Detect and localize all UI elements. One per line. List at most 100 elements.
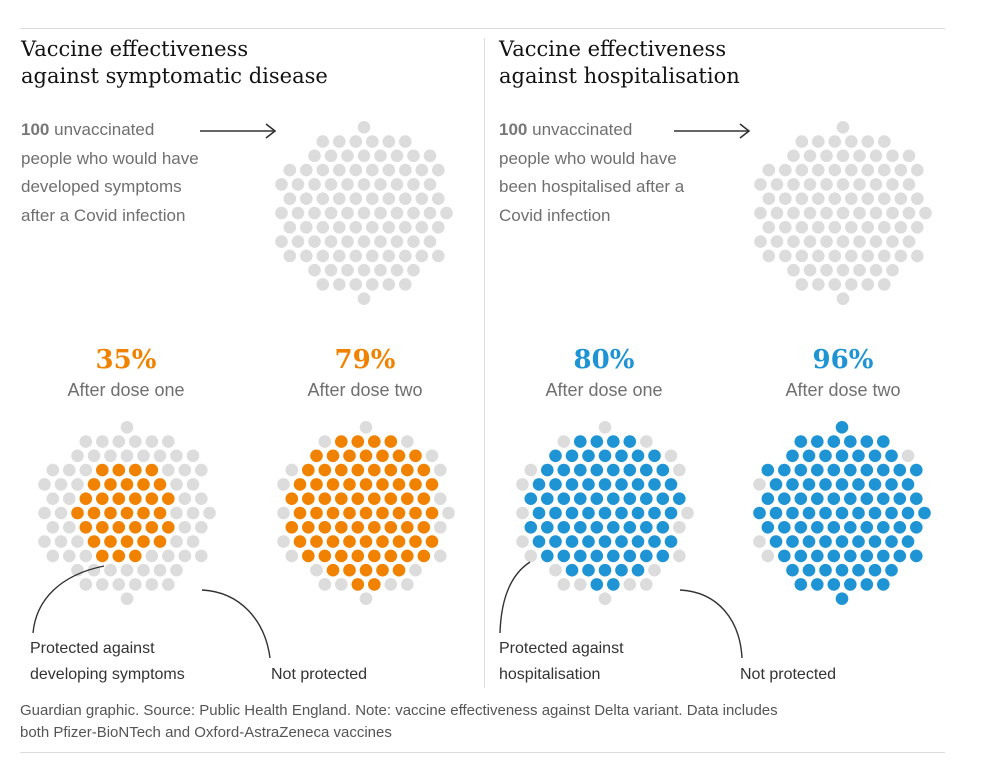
protected-dot	[852, 449, 865, 463]
unprotected-dot	[170, 563, 183, 577]
unprotected-dot	[277, 535, 290, 548]
unprotected-dot	[640, 578, 653, 591]
unprotected-dot	[46, 492, 60, 506]
unprotected-dot	[878, 278, 891, 291]
protected-dot	[351, 435, 365, 448]
protected-dot	[877, 492, 890, 506]
explainer-line: people who would have	[499, 148, 677, 168]
unprotected-dot	[820, 178, 833, 191]
unprotected-dot	[770, 206, 784, 220]
unprotected-dot	[861, 135, 875, 148]
protected-dot	[835, 592, 849, 605]
unprotected-dot	[63, 463, 76, 477]
protected-dot	[104, 506, 117, 520]
protected-dot	[574, 492, 587, 506]
unprotected-dot	[324, 235, 338, 248]
protected-dot	[590, 492, 604, 506]
protected-dot	[877, 463, 890, 477]
protected-dot	[401, 521, 414, 534]
unprotected-dot	[170, 535, 183, 548]
unprotected-dot	[341, 263, 354, 277]
protected-dot	[112, 492, 126, 506]
unprotected-dot	[820, 206, 833, 220]
unprotected-dot	[828, 249, 842, 263]
unprotected-dot	[308, 263, 321, 277]
protected-dot	[417, 463, 431, 477]
unprotected-dot	[283, 221, 297, 234]
protected-dot	[302, 521, 315, 534]
unprotected-dot	[754, 235, 767, 248]
protected-dot	[417, 549, 431, 563]
protected-dot	[623, 435, 637, 448]
unprotected-dot	[524, 549, 538, 563]
protected-dot	[794, 492, 808, 506]
unprotected-dot	[598, 421, 612, 434]
unprotected-dot	[407, 235, 420, 248]
unprotected-dot	[333, 249, 346, 263]
unprotected-dot	[432, 249, 445, 263]
unprotected-dot	[434, 521, 447, 534]
unprotected-dot	[390, 235, 404, 248]
unprotected-dot	[145, 578, 159, 591]
protected-dot	[524, 521, 538, 534]
unprotected-dot	[382, 278, 396, 291]
annotation-line: developing symptoms	[30, 666, 185, 683]
unprotected-dot	[291, 206, 305, 220]
protected-dot	[607, 435, 620, 448]
protected-dot	[129, 549, 142, 563]
unprotected-dot	[71, 478, 84, 491]
protected-dot	[120, 478, 134, 491]
unprotected-dot	[878, 249, 891, 263]
unprotected-dot	[341, 235, 354, 248]
arrow-right-icon	[674, 123, 751, 139]
protected-dot	[343, 563, 356, 577]
protected-dot	[401, 549, 414, 563]
unprotected-dot	[374, 149, 387, 163]
unprotected-dot	[753, 478, 766, 491]
protected-dot	[384, 549, 398, 563]
protected-dot	[860, 492, 874, 506]
unprotected-dot	[820, 149, 833, 163]
protected-dot	[557, 463, 571, 477]
protected-dot	[794, 435, 808, 448]
unprotected-dot	[911, 249, 924, 263]
unprotected-dot	[399, 221, 412, 234]
leader-line-protected	[499, 561, 531, 634]
protected-dot	[293, 478, 307, 491]
protected-dot	[615, 478, 628, 491]
unprotected-dot	[46, 463, 60, 477]
unprotected-dot	[366, 221, 379, 234]
protected-dot	[607, 578, 620, 591]
unprotected-dot	[71, 535, 84, 548]
panel-title-hospitalisation: Vaccine effectiveness against hospitalis…	[499, 36, 740, 90]
unprotected-dot	[333, 135, 346, 148]
protected-dot	[293, 506, 307, 520]
protected-dot	[302, 492, 315, 506]
unprotected-dot	[112, 578, 126, 591]
protected-dot	[598, 478, 612, 491]
protected-dot	[326, 563, 340, 577]
unprotected-dot	[902, 178, 916, 191]
unprotected-dot	[79, 435, 93, 448]
unprotected-dot	[341, 178, 354, 191]
unprotected-dot	[120, 563, 134, 577]
protected-dot	[623, 549, 637, 563]
unprotected-dot	[869, 263, 883, 277]
protected-dot	[844, 578, 857, 591]
protected-dot	[557, 549, 571, 563]
protected-dot	[901, 535, 915, 548]
protected-dot	[145, 463, 159, 477]
protected-dot	[549, 506, 562, 520]
unprotected-dot	[803, 178, 817, 191]
protected-dot	[615, 563, 628, 577]
protected-dot	[343, 535, 356, 548]
dose-two-cluster-hospitalisation	[753, 421, 931, 605]
unprotected-dot	[120, 592, 134, 605]
unprotected-dot	[316, 278, 330, 291]
explainer-line: people who would have	[21, 148, 199, 168]
unprotected-dot	[349, 249, 363, 263]
annotation-line: Protected against	[499, 640, 624, 657]
protected-dot	[376, 563, 389, 577]
unprotected-dot	[333, 278, 346, 291]
unprotected-dot	[779, 192, 792, 205]
